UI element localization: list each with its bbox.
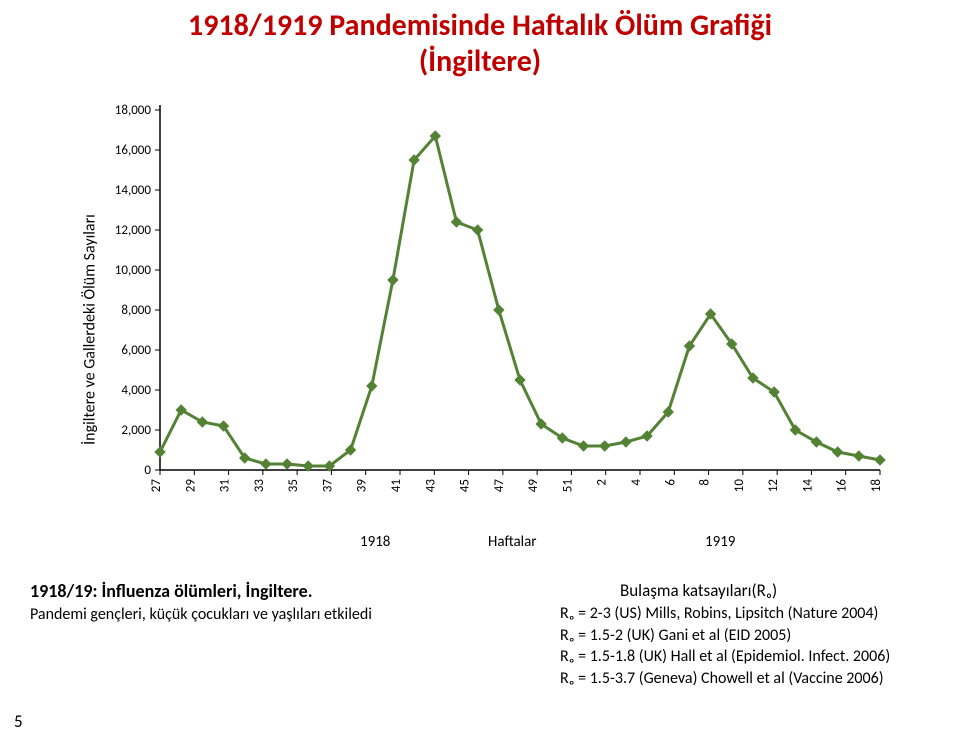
title-line2: (İngiltere) [419, 43, 541, 80]
svg-text:35: 35 [286, 479, 301, 492]
slide-number: 5 [14, 711, 23, 732]
svg-text:16: 16 [835, 479, 850, 493]
svg-text:4: 4 [629, 479, 644, 486]
title-line1: 1918/1919 Pandemisinde Haftalık Ölüm Gra… [188, 7, 772, 44]
svg-text:6: 6 [663, 479, 678, 486]
svg-text:29: 29 [183, 479, 198, 493]
svg-text:33: 33 [252, 479, 267, 493]
svg-text:10,000: 10,000 [115, 263, 152, 278]
svg-text:18: 18 [869, 479, 884, 493]
year-1919-label: 1919 [705, 533, 735, 551]
svg-text:41: 41 [389, 479, 404, 492]
svg-text:37: 37 [320, 479, 335, 493]
svg-text:2: 2 [595, 479, 610, 486]
svg-text:8: 8 [698, 479, 713, 486]
r0-block: Bulaşma katsayıları(Rₒ) Rₒ = 2-3 (US) Mi… [560, 580, 890, 689]
svg-text:0: 0 [144, 463, 151, 478]
svg-text:8,000: 8,000 [121, 303, 151, 318]
svg-text:18,000: 18,000 [115, 103, 152, 118]
svg-text:49: 49 [526, 479, 541, 493]
svg-text:47: 47 [492, 479, 507, 493]
caption-main: 1918/19: İnfluenza ölümleri, İngiltere. [30, 580, 313, 602]
svg-text:27: 27 [149, 479, 164, 493]
svg-text:2,000: 2,000 [121, 423, 151, 438]
svg-text:12,000: 12,000 [115, 223, 152, 238]
year-1918-label: 1918 [360, 533, 390, 551]
r0-line-2: Rₒ = 1.5-2 (UK) Gani et al (EID 2005) [560, 625, 890, 647]
svg-text:10: 10 [732, 479, 747, 493]
svg-text:14,000: 14,000 [115, 183, 152, 198]
svg-text:51: 51 [560, 479, 575, 492]
svg-text:14: 14 [800, 479, 815, 493]
svg-text:39: 39 [355, 479, 370, 493]
chart-title: 1918/1919 Pandemisinde Haftalık Ölüm Gra… [0, 8, 960, 80]
svg-text:12: 12 [766, 479, 781, 493]
svg-text:45: 45 [458, 479, 473, 492]
r0-title: Bulaşma katsayıları(Rₒ) [620, 580, 890, 603]
svg-text:16,000: 16,000 [115, 143, 152, 158]
caption-sub: Pandemi gençleri, küçük çocukları ve yaş… [30, 605, 372, 624]
svg-text:31: 31 [218, 479, 233, 492]
r0-line-4: Rₒ = 1.5-3.7 (Geneva) Chowell et al (Vac… [560, 668, 890, 690]
line-chart-svg: 0 2,000 4,000 6,000 8,000 10,000 12,000 14,000 1… [90, 95, 910, 525]
svg-text:4,000: 4,000 [121, 383, 151, 398]
svg-text:43: 43 [423, 479, 438, 493]
r0-line-1: Rₒ = 2-3 (US) Mills, Robins, Lipsitch (N… [560, 603, 890, 625]
x-axis-label: Haftalar [488, 533, 537, 551]
svg-text:6,000: 6,000 [121, 343, 151, 358]
chart-area: 0 2,000 4,000 6,000 8,000 10,000 12,000 14,000 1… [90, 95, 910, 565]
r0-line-3: Rₒ = 1.5-1.8 (UK) Hall et al (Epidemiol.… [560, 646, 890, 668]
